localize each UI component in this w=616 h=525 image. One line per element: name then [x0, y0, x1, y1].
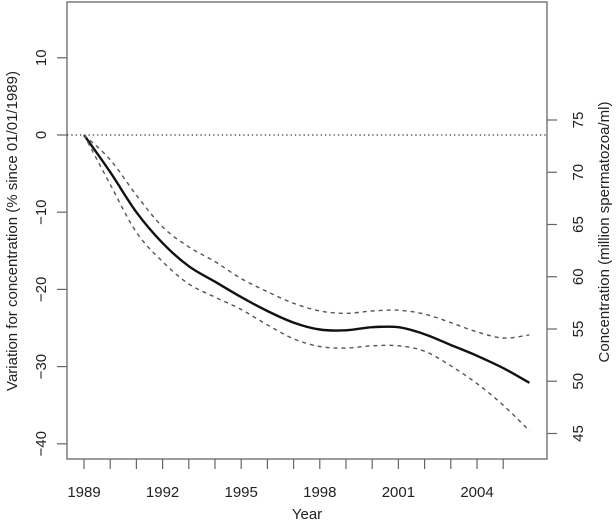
x-axis: 1989 1992 1995 1998 2001 2004 [67, 459, 504, 501]
x-tick-label: 2004 [460, 484, 493, 501]
x-tick-label: 1989 [67, 484, 100, 501]
y-axis-left-title: Variation for concentration (% since 01/… [4, 71, 21, 391]
y-right-tick-label: 55 [570, 321, 587, 338]
series-lines [83, 134, 530, 432]
plot-frame [66, 1, 548, 460]
x-tick-label: 1995 [225, 484, 258, 501]
x-tick-label: 1998 [303, 484, 336, 501]
y-tick-label: −30 [33, 354, 50, 379]
plot-border [66, 1, 548, 460]
y-tick-label: −10 [33, 199, 50, 224]
y-right-tick-label: 65 [570, 216, 587, 233]
y-right-tick-label: 45 [570, 425, 587, 442]
x-tick-label: 2001 [382, 484, 415, 501]
y-tick-label: −40 [33, 431, 50, 456]
y-tick-label: 0 [33, 131, 50, 139]
y-right-tick-label: 50 [570, 373, 587, 390]
y-axis-left: 10 0 −10 −20 −30 −40 [33, 49, 67, 457]
y-right-tick-label: 70 [570, 164, 587, 181]
x-tick-label: 1992 [146, 484, 179, 501]
lower-ci-line [83, 134, 530, 432]
y-tick-label: −20 [33, 277, 50, 302]
y-axis-right: 75 70 65 60 55 50 45 [547, 112, 587, 442]
upper-ci-line [83, 134, 530, 339]
y-right-tick-label: 60 [570, 268, 587, 285]
estimate-line [83, 134, 530, 384]
x-axis-title: Year [292, 506, 322, 523]
y-right-tick-label: 75 [570, 112, 587, 129]
y-axis-right-title: Concentration (million spermatozoa/ml) [596, 102, 613, 363]
y-tick-label: 10 [33, 49, 50, 66]
